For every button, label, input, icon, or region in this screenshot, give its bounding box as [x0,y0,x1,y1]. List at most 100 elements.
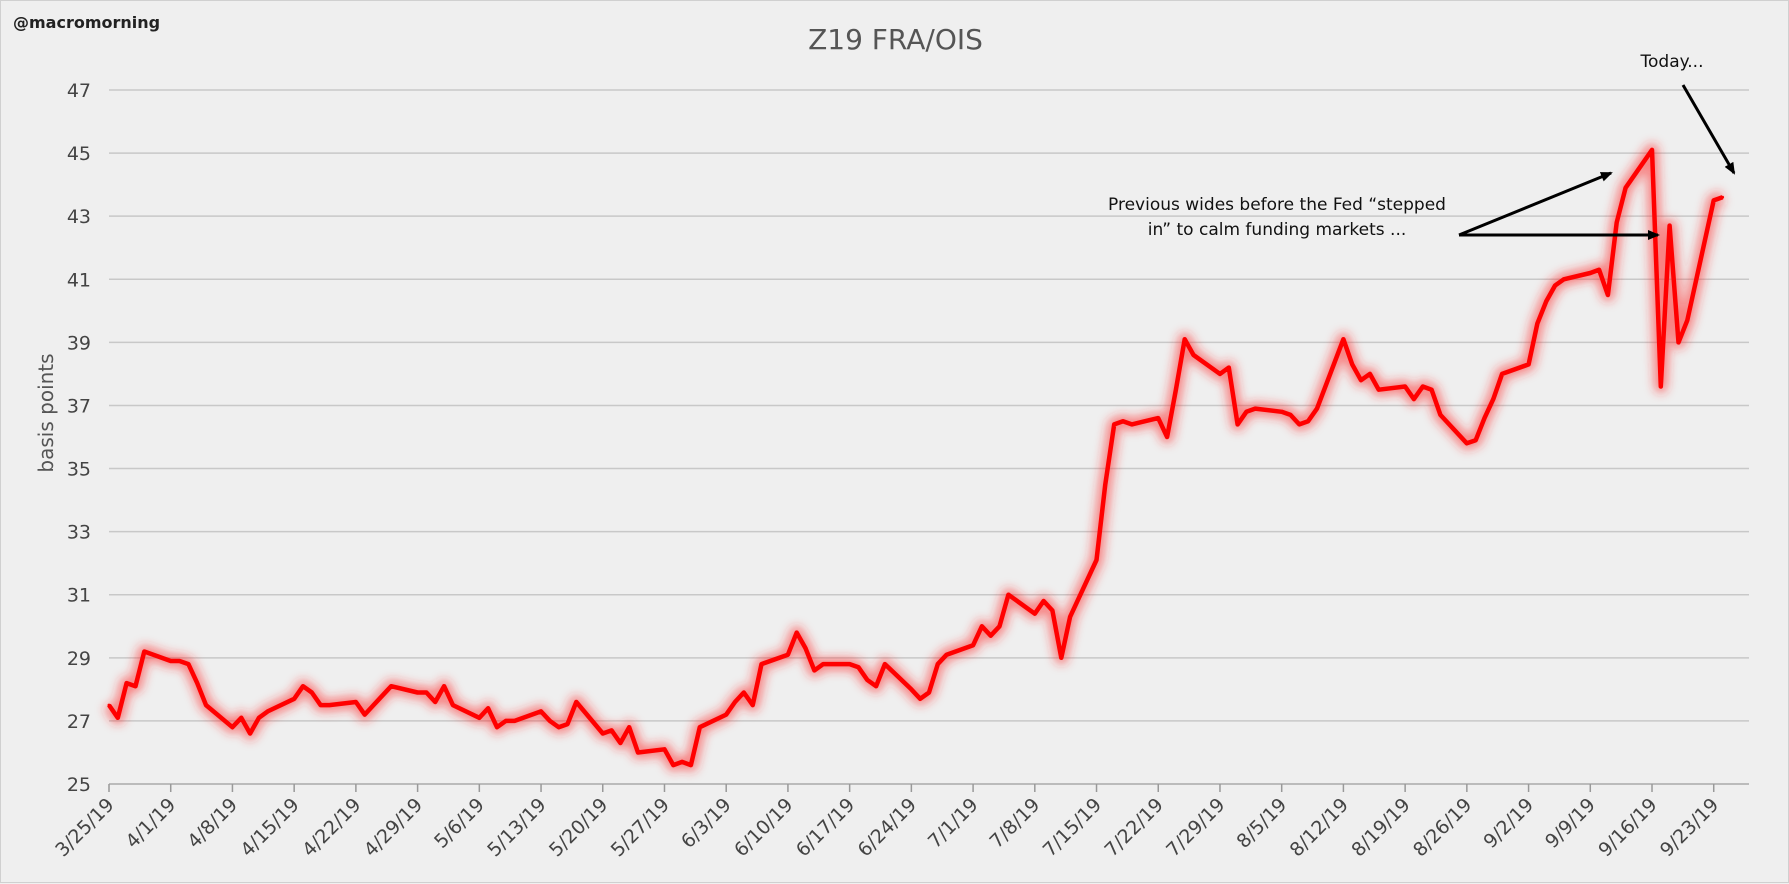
data-point [742,691,746,695]
data-point [354,700,358,704]
y-tick-label: 25 [67,774,91,796]
x-tick-label: 4/15/19 [236,794,303,861]
y-tick-label: 35 [67,459,91,481]
data-point [266,709,270,713]
data-point [856,665,860,669]
x-tick-label: 5/6/19 [430,794,489,853]
data-point [1527,362,1531,366]
x-tick-label: 6/24/19 [854,794,921,861]
x-tick-label: 7/22/19 [1100,794,1167,861]
data-point [883,662,887,666]
data-point [504,719,508,723]
data-point [133,684,137,688]
data-point [627,725,631,729]
data-point [513,719,517,723]
x-tick-label: 5/27/19 [607,794,674,861]
data-point [1130,422,1134,426]
data-point [125,681,129,685]
data-point [786,653,790,657]
data-point [698,725,702,729]
data-point [874,684,878,688]
data-point [565,722,569,726]
data-point [372,703,376,707]
data-point [1297,422,1301,426]
x-tick-label: 6/17/19 [792,794,859,861]
data-point [812,668,816,672]
x-tick-label: 8/19/19 [1347,794,1414,861]
y-tick-label: 43 [67,206,91,228]
data-point [689,763,693,767]
data-point [733,700,737,704]
data-point [204,703,208,707]
data-point [989,634,993,638]
data-point [557,725,561,729]
y-axis-label: basis points [34,353,58,472]
data-point [918,697,922,701]
data-point [1350,362,1354,366]
x-tick-label: 4/29/19 [360,794,427,861]
x-tick-label: 5/13/19 [483,794,550,861]
data-point [751,703,755,707]
data-point [1253,407,1257,411]
data-point [1668,224,1672,228]
data-point [1482,416,1486,420]
data-point [292,697,296,701]
data-point [1244,410,1248,414]
data-point [1103,482,1107,486]
data-point [1059,656,1063,660]
data-point [1676,340,1680,344]
data-point [1606,293,1610,297]
data-point [936,662,940,666]
data-point [1597,268,1601,272]
data-point [998,624,1002,628]
x-tick-label: 4/1/19 [121,794,180,853]
data-point [1421,385,1425,389]
data-point [142,650,146,654]
data-point [1218,372,1222,376]
data-point [548,719,552,723]
data-point [610,728,614,732]
data-point [574,700,578,704]
x-tick-label: 6/10/19 [730,794,797,861]
data-point [169,659,173,663]
data-point [927,691,931,695]
chart-title: Z19 FRA/OIS [808,23,983,56]
annotation-previous-wides-line1: Previous wides before the Fed “stepped [1108,195,1446,215]
data-point [1280,410,1284,414]
data-point [1535,321,1539,325]
series-line [107,147,1724,768]
y-tick-label: 29 [67,648,91,670]
x-tick-label: 9/9/19 [1541,794,1600,853]
annotation-today: Today... [1640,52,1704,72]
data-point [980,624,984,628]
data-point [1236,422,1240,426]
data-point [1006,593,1010,597]
grid-lines [109,89,1749,785]
data-point [424,691,428,695]
data-point [1403,385,1407,389]
x-tick-label: 8/12/19 [1286,794,1353,861]
y-tick-label: 45 [67,143,91,165]
data-point [1438,413,1442,417]
data-point [1121,419,1125,423]
data-point [486,706,490,710]
y-tick-label: 41 [67,269,91,291]
data-point [1183,337,1187,341]
data-point [1192,353,1196,357]
x-tick-label: 7/1/19 [924,794,983,853]
x-tick-label: 8/26/19 [1409,794,1476,861]
data-point [1341,337,1345,341]
data-point [107,703,111,707]
data-point [804,646,808,650]
data-point [451,703,455,707]
data-point [759,662,763,666]
data-point [116,716,120,720]
data-point [1112,422,1116,426]
x-tick-label: 5/20/19 [545,794,612,861]
data-point [416,691,420,695]
data-point [1095,558,1099,562]
data-point [1474,438,1478,442]
data-point [310,691,314,695]
